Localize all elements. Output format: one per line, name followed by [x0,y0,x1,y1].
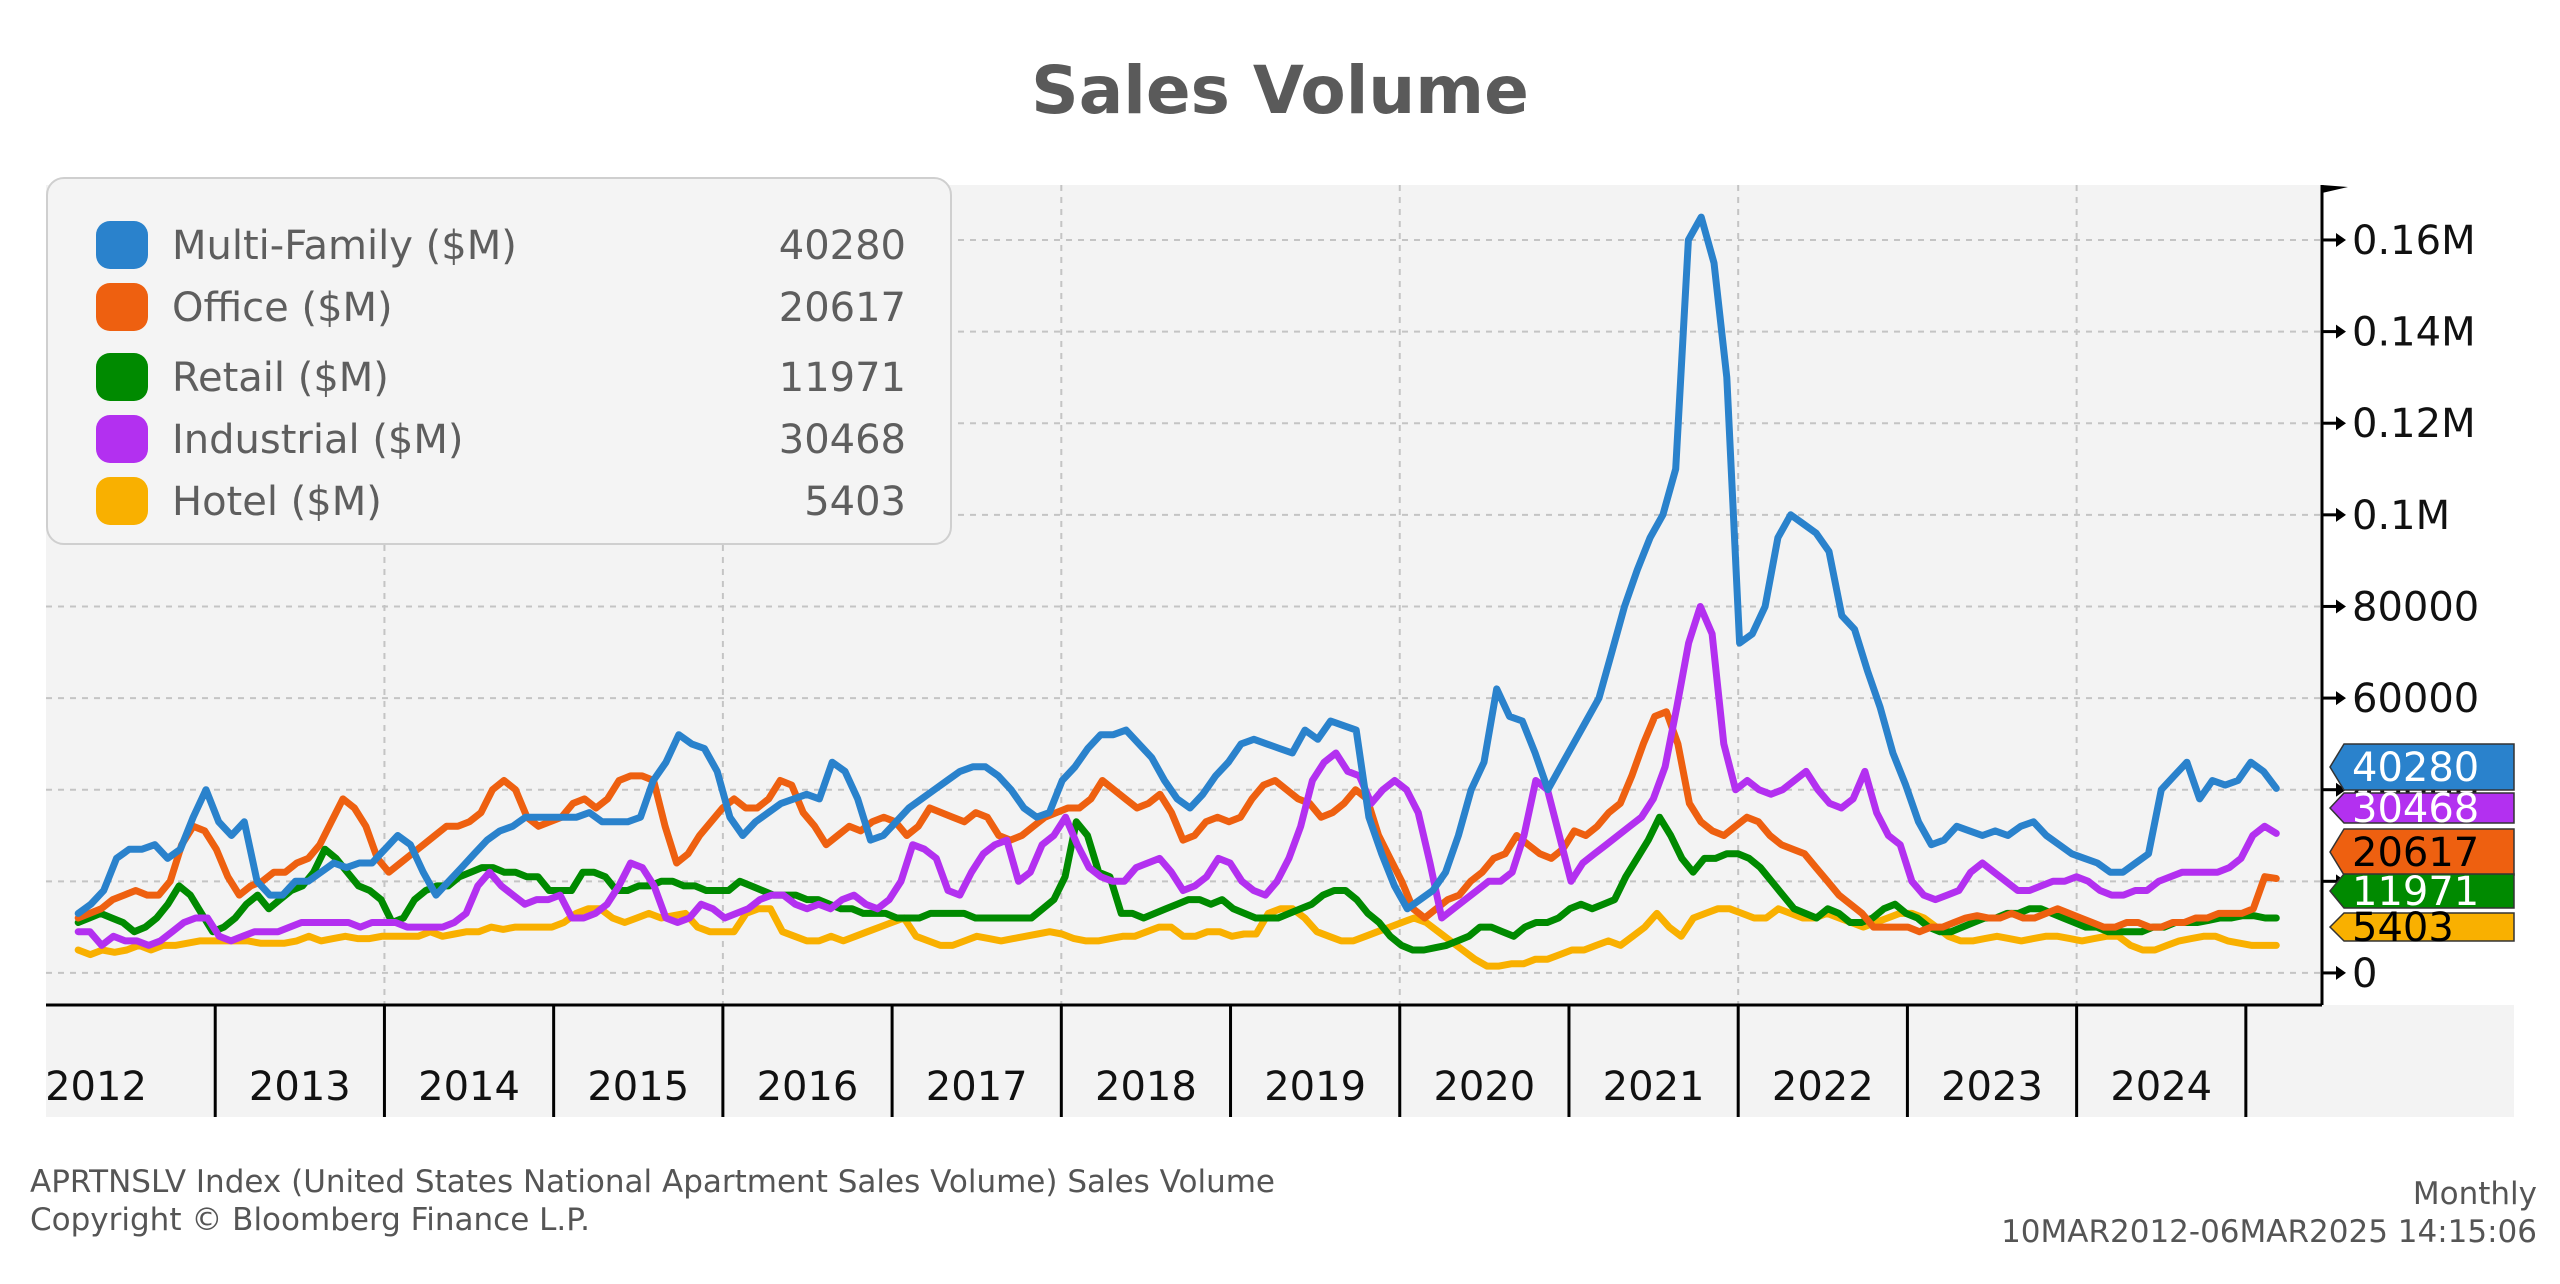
legend-label: Hotel ($M) [172,479,382,525]
x-tick-label: 2015 [587,1064,689,1110]
y-tick-arrow [2336,965,2346,980]
x-tick-label: 2017 [926,1064,1028,1110]
footer-copyright: Copyright © Bloomberg Finance L.P. [30,1202,590,1238]
y-tick-arrow [2336,507,2346,522]
legend-label: Office ($M) [172,285,393,331]
legend-value: 30468 [778,417,906,463]
legend-label: Industrial ($M) [172,417,464,463]
legend-swatch [96,477,148,525]
y-tick-arrow [2336,324,2346,339]
y-tick-arrow [2336,691,2346,706]
y-tick-arrow [2336,599,2346,614]
value-tag-industrial-m [2328,792,2515,824]
y-tick-arrow [2336,416,2346,431]
legend-item-multi-family: Multi-Family ($M) 40280 [96,217,906,273]
x-tick-label: 2013 [249,1064,351,1110]
legend-item-industrial: Industrial ($M) 30468 [96,411,906,467]
value-tag-retail-m [2329,873,2515,909]
y-tick-label: 0.16M [2352,218,2476,264]
x-tick-label: 2024 [2110,1064,2212,1110]
y-axis-top-marker [2322,185,2348,193]
footer-date-range: 10MAR2012-06MAR2025 14:15:06 [2001,1214,2537,1250]
series-line-industrial-m [74,603,2280,949]
value-tag-hotel-m [2328,912,2515,942]
x-axis: 2012 2013 2014 2015 2016 2017 2018 2019 2020 2021… [45,1005,2248,1117]
legend-item-retail: Retail ($M) 11971 [96,349,906,405]
legend-swatch [96,415,148,463]
x-tick-label: 2016 [757,1064,859,1110]
legend-value: 20617 [778,285,906,331]
value-tag-label: 5403 [2352,905,2454,951]
x-tick-label: 2020 [1433,1064,1535,1110]
legend-swatch [96,221,148,269]
y-tick-label: 80000 [2352,584,2479,630]
x-axis-band [46,1005,2514,1117]
value-tag-label: 30468 [2352,786,2479,832]
legend: Multi-Family ($M) 40280 Office ($M) 2061… [46,177,952,545]
footer-index-description: APRTNSLV Index (United States National A… [30,1164,1275,1200]
y-tick-label: 0.12M [2352,401,2476,447]
footer-frequency: Monthly [2412,1176,2537,1212]
x-tick-label: 2023 [1941,1064,2043,1110]
x-tick-label: 2019 [1264,1064,1366,1110]
value-tag-multi-family-m [2329,743,2515,791]
y-tick-arrow [2336,782,2346,797]
y-tick-label: 0 [2352,951,2377,997]
y-tick-label: 0.14M [2352,310,2476,356]
legend-label: Multi-Family ($M) [172,223,517,269]
legend-item-hotel: Hotel ($M) 5403 [96,473,906,529]
y-tick-label: 60000 [2352,676,2479,722]
legend-value: 5403 [804,479,906,525]
legend-swatch [96,353,148,401]
legend-label: Retail ($M) [172,355,389,401]
y-tick-arrow [2336,232,2346,247]
value-tag-label: 11971 [2352,869,2479,915]
chart-title: Sales Volume [1031,52,1529,129]
value-tag-office-m [2329,828,2515,876]
value-tag-label: 20617 [2352,830,2479,876]
legend-value: 11971 [778,355,906,401]
x-tick-label: 2022 [1772,1064,1874,1110]
x-tick-label: 2018 [1095,1064,1197,1110]
x-tick-label: 2014 [418,1064,520,1110]
series-layer [74,213,2280,970]
y-tick-label: 0.1M [2352,493,2450,539]
series-line-office-m [74,708,2280,936]
series-line-multi-family-m [74,213,2280,917]
value-tag-label: 40280 [2352,745,2479,791]
legend-item-office: Office ($M) 20617 [96,279,906,335]
x-tick-label: 2021 [1603,1064,1705,1110]
legend-value: 40280 [778,223,906,269]
legend-swatch [96,283,148,331]
x-tick-label: 2012 [45,1064,147,1110]
